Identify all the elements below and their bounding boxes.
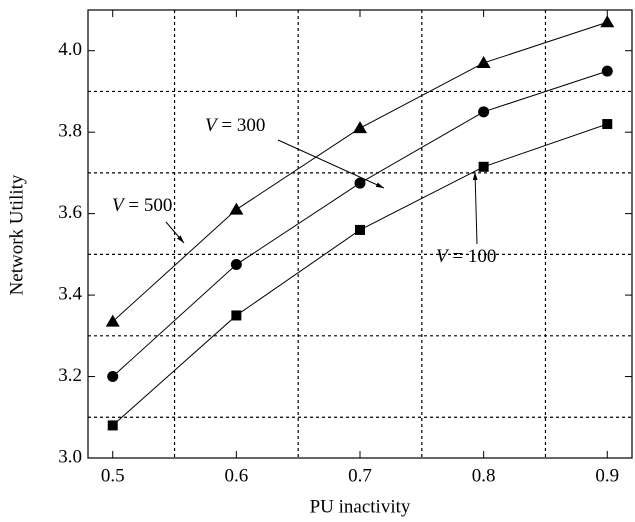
x-tick-label: 0.6 bbox=[224, 465, 248, 486]
y-tick-label: 4.0 bbox=[58, 39, 82, 60]
x-axis-label: PU inactivity bbox=[310, 496, 411, 517]
series-line bbox=[112, 123, 608, 426]
y-tick-label: 3.4 bbox=[58, 283, 82, 304]
marker-triangle bbox=[353, 121, 367, 134]
y-tick-label: 3.0 bbox=[58, 446, 82, 467]
series-line bbox=[112, 70, 608, 377]
marker-square bbox=[355, 224, 365, 235]
y-axis-label: Network Utility bbox=[6, 174, 27, 295]
x-tick-label: 0.8 bbox=[472, 465, 496, 486]
x-tick-label: 0.7 bbox=[348, 465, 372, 486]
marker-triangle bbox=[105, 314, 120, 327]
marker-square bbox=[478, 161, 489, 172]
x-tick-label: 0.9 bbox=[595, 465, 619, 486]
annotation: V = 100 bbox=[436, 246, 496, 267]
annotation-arrow bbox=[472, 171, 478, 245]
marker-triangle bbox=[600, 15, 615, 28]
marker-square bbox=[602, 119, 613, 130]
annotation: V = 500 bbox=[112, 195, 172, 216]
marker-triangle bbox=[229, 202, 244, 215]
marker-square bbox=[107, 420, 118, 431]
marker-circle bbox=[478, 106, 490, 118]
marker-square bbox=[231, 310, 242, 321]
y-tick-label: 3.6 bbox=[58, 202, 82, 223]
marker-triangle bbox=[476, 55, 491, 68]
y-tick-label: 3.2 bbox=[58, 365, 82, 386]
y-tick-label: 3.8 bbox=[58, 121, 82, 142]
x-tick-label: 0.5 bbox=[101, 465, 125, 486]
series-line bbox=[112, 21, 608, 322]
marker-circle bbox=[354, 177, 366, 189]
marker-circle bbox=[230, 259, 242, 271]
marker-circle bbox=[107, 371, 119, 383]
marker-circle bbox=[601, 65, 613, 77]
annotation: V = 300 bbox=[205, 115, 265, 136]
